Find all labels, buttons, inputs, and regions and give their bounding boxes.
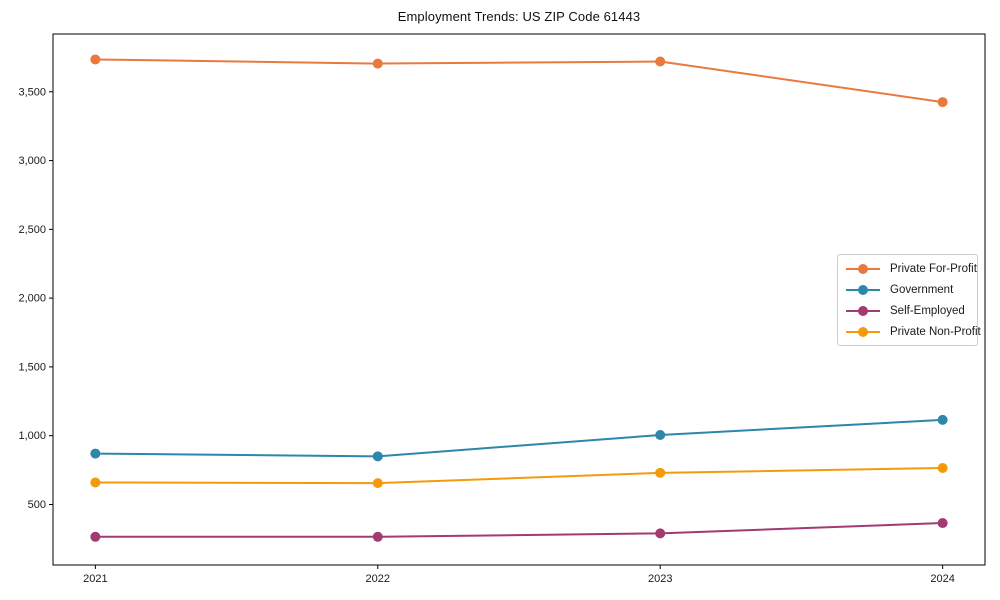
data-point bbox=[655, 528, 666, 539]
y-tick-label: 3,000 bbox=[18, 155, 46, 167]
data-point bbox=[372, 451, 383, 462]
data-point bbox=[937, 463, 948, 474]
data-point bbox=[655, 467, 666, 478]
legend-label: Self-Employed bbox=[890, 304, 965, 317]
y-tick-label: 500 bbox=[28, 499, 46, 511]
y-tick-label: 3,500 bbox=[18, 86, 46, 98]
series-private-for-profit bbox=[90, 54, 948, 108]
data-point bbox=[90, 54, 101, 65]
chart-title: Employment Trends: US ZIP Code 61443 bbox=[397, 9, 641, 24]
legend-label: Government bbox=[890, 283, 954, 296]
data-point bbox=[372, 478, 383, 489]
legend-item-private-for-profit: Private For-Profit bbox=[846, 258, 977, 279]
series-government bbox=[90, 414, 948, 462]
x-tick-label: 2023 bbox=[648, 573, 672, 585]
data-point bbox=[372, 531, 383, 542]
series-self-employed bbox=[90, 518, 948, 542]
data-point bbox=[90, 531, 101, 542]
data-point bbox=[90, 477, 101, 488]
legend-item-government: Government bbox=[846, 279, 969, 300]
legend-label: Private For-Profit bbox=[890, 262, 977, 275]
legend-line-marker bbox=[846, 284, 880, 296]
legend-item-private-non-profit: Private Non-Profit bbox=[846, 321, 981, 342]
x-axis: 2021 2022 2023 2024 bbox=[83, 565, 955, 585]
legend-line-marker bbox=[846, 263, 880, 275]
data-point bbox=[937, 97, 948, 108]
y-tick-label: 1,000 bbox=[18, 430, 46, 442]
legend-item-self-employed: Self-Employed bbox=[846, 300, 969, 321]
legend-line-marker bbox=[846, 305, 880, 317]
data-point bbox=[372, 58, 383, 69]
x-tick-label: 2021 bbox=[83, 573, 107, 585]
y-tick-label: 2,500 bbox=[18, 224, 46, 236]
data-point bbox=[655, 56, 666, 67]
data-point bbox=[90, 448, 101, 459]
data-point bbox=[937, 414, 948, 425]
series-private-non-profit bbox=[90, 463, 948, 489]
axes bbox=[52, 33, 986, 566]
data-point bbox=[655, 430, 666, 441]
y-tick-label: 2,000 bbox=[18, 293, 46, 305]
y-axis: 500 1,000 1,500 2,000 2,500 3,000 3,500 bbox=[18, 86, 53, 511]
legend-label: Private Non-Profit bbox=[890, 325, 981, 338]
legend: Private For-Profit Government Self-Emplo… bbox=[837, 254, 981, 346]
x-tick-label: 2022 bbox=[366, 573, 390, 585]
data-point bbox=[937, 518, 948, 529]
x-tick-label: 2024 bbox=[930, 573, 954, 585]
y-tick-label: 1,500 bbox=[18, 361, 46, 373]
legend-line-marker bbox=[846, 326, 880, 338]
